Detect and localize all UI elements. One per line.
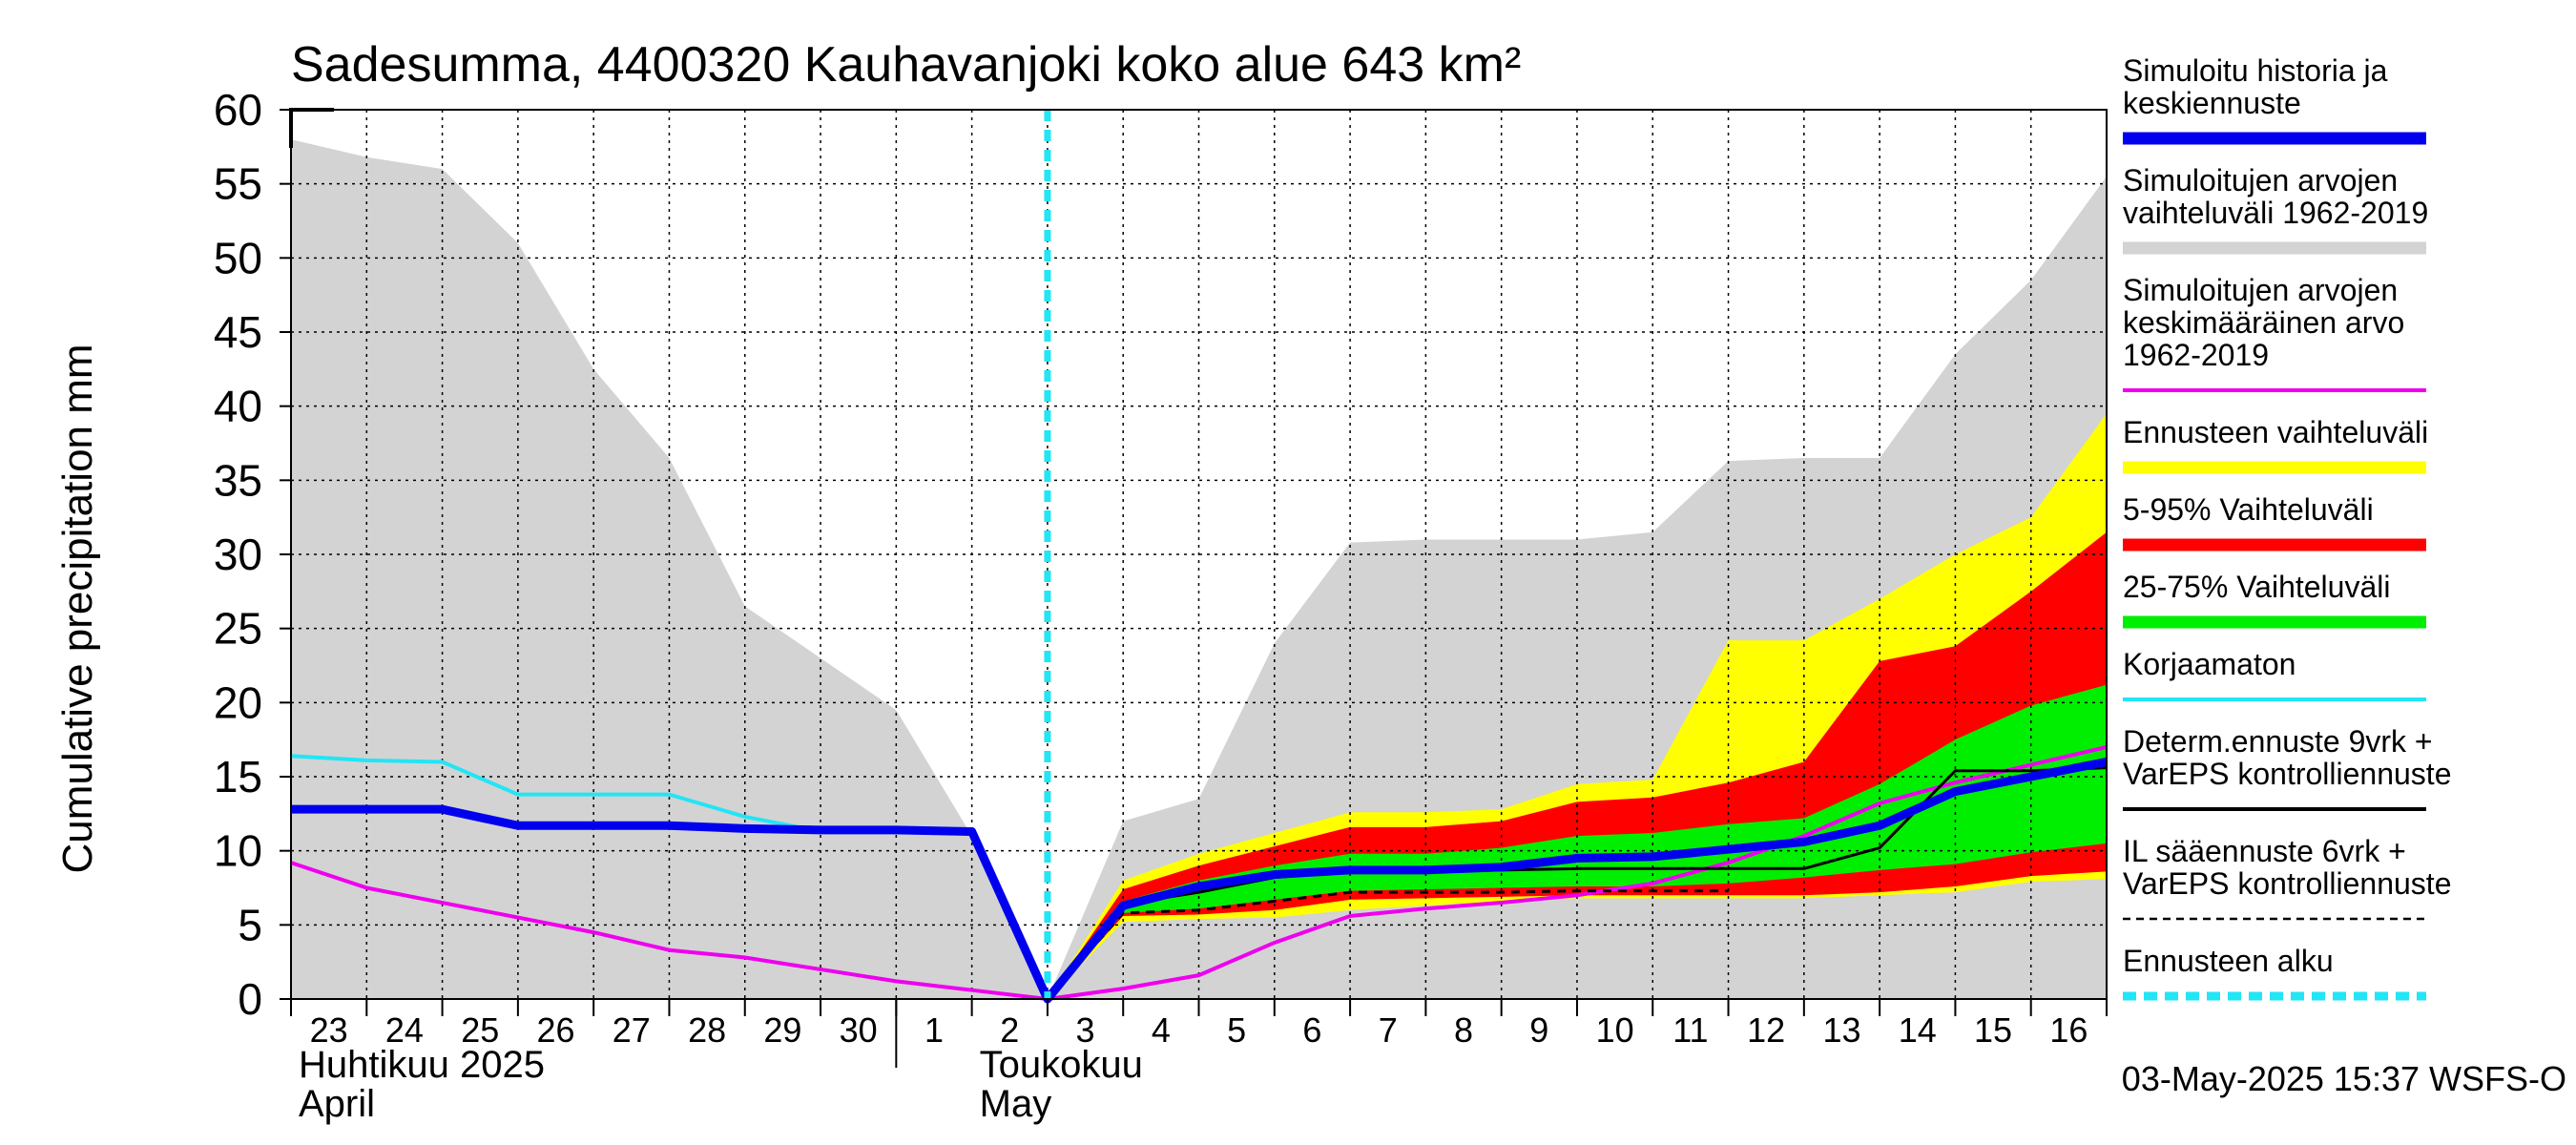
x-tick-label: 26 [536,1010,574,1050]
x-tick-label: 1 [924,1010,944,1050]
x-tick-label: 16 [2049,1010,2088,1050]
legend-item: IL sääennuste 6vrk + VarEPS kontrollienn… [2123,834,2451,921]
legend-label: Simuloitu historia ja [2123,53,2388,88]
legend-label: Simuloitujen arvojen [2123,273,2398,307]
legend-label: keskiennuste [2123,86,2301,120]
legend-label: vaihteluväli 1962-2019 [2123,196,2428,230]
legend-label: Simuloitujen arvojen [2123,163,2398,198]
legend-item: Determ.ennuste 9vrk +VarEPS kontrollienn… [2123,724,2451,811]
timestamp: 03-May-2025 15:37 WSFS-O [2122,1059,2566,1098]
y-tick-label: 50 [214,233,262,282]
y-tick-label: 25 [214,604,262,654]
legend-label: Ennusteen alku [2123,944,2334,978]
x-tick-label: 14 [1899,1010,1937,1050]
x-tick-label: 27 [613,1010,651,1050]
y-tick-label: 10 [214,826,262,876]
x-tick-label: 13 [1822,1010,1860,1050]
legend-label: keskimääräinen arvo [2123,305,2404,340]
x-tick-label: 10 [1596,1010,1634,1050]
x-tick-label: 4 [1152,1010,1171,1050]
y-tick-label: 35 [214,455,262,505]
legend-label: Korjaamaton [2123,647,2296,681]
grid-lines [291,110,2107,999]
x-tick-label: 30 [840,1010,878,1050]
x-tick-label: 7 [1379,1010,1398,1050]
legend-label: 25-75% Vaihteluväli [2123,570,2390,604]
legend-item: Ennusteen vaihteluväli [2123,415,2428,474]
legend-label: Ennusteen vaihteluväli [2123,415,2428,449]
legend-label: VarEPS kontrolliennuste [2123,757,2451,791]
series-lines [290,110,2108,1004]
x-tick-label: 3 [1076,1010,1095,1050]
y-tick-label: 30 [214,530,262,579]
chart-title: Sadesumma, 4400320 Kauhavanjoki koko alu… [291,37,1521,93]
legend-label: VarEPS kontrolliennuste [2123,866,2451,901]
y-tick-label: 20 [214,677,262,727]
x-tick-label: 12 [1747,1010,1785,1050]
y-axis-label: Cumulative precipitation mm [54,344,101,873]
series-line-determ-ennuste-9vrk-vareps-kontrolliennuste [1046,766,2108,1000]
legend-label: 1962-2019 [2123,338,2269,372]
x-tick-label: 5 [1227,1010,1246,1050]
x-tick-label: 24 [385,1010,424,1050]
legend-label: Determ.ennuste 9vrk + [2123,724,2433,759]
x-tick-label: 15 [1974,1010,2012,1050]
y-tick-label: 60 [214,85,262,135]
x-tick-label: 11 [1672,1010,1708,1050]
series-line-simuloitu-historia-ja-keskiennuste [291,758,2108,1004]
y-tick-label: 0 [238,974,262,1024]
x-tick-label: 8 [1454,1010,1473,1050]
month-label-english: April [299,1083,375,1125]
y-tick-label: 45 [214,307,262,357]
x-tick-label: 28 [688,1010,726,1050]
y-tick-label: 40 [214,382,262,431]
series-line-simuloitujen-arvojen-keskimaarainen-arvo-1962-2019 [290,744,2108,1001]
legend-item: Ennusteen alku [2123,944,2426,1001]
month-label-english: May [980,1083,1052,1125]
y-tick-label: 55 [214,159,262,209]
x-tick-label: 23 [310,1010,348,1050]
x-tick-label: 6 [1302,1010,1321,1050]
y-tick-label: 5 [238,900,262,949]
month-label: Huhtikuu 2025 [299,1044,545,1086]
legend-label: IL sääennuste 6vrk + [2123,834,2406,868]
legend-label: 5-95% Vaihteluväli [2123,492,2374,527]
legend-item: 25-75% Vaihteluväli [2123,570,2426,629]
x-tick-label: 29 [763,1010,801,1050]
legend-item: 5-95% Vaihteluväli [2123,492,2426,552]
x-tick-label: 25 [461,1010,499,1050]
month-label: Toukokuu [980,1044,1143,1086]
y-tick-label: 15 [214,752,262,802]
legend: Simuloitu historia jakeskiennusteSimuloi… [2123,53,2451,1001]
band-25-75-vaihteluvali [1047,684,2107,999]
legend-item: Korjaamaton [2123,647,2426,701]
x-tick-label: 2 [1000,1010,1019,1050]
x-tick-label: 9 [1529,1010,1548,1050]
